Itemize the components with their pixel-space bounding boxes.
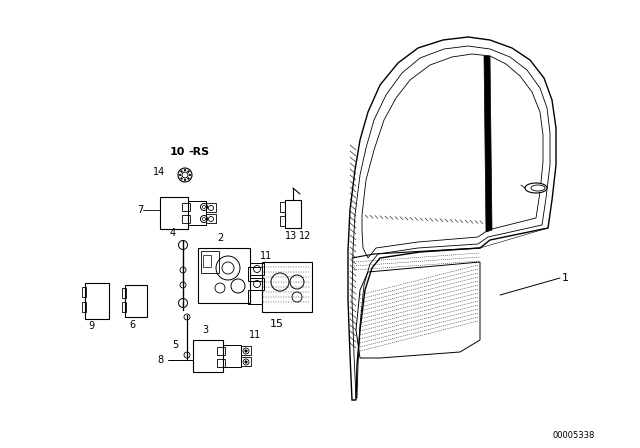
Bar <box>248 290 262 304</box>
Bar <box>217 359 225 367</box>
Bar <box>82 287 86 297</box>
Bar <box>160 197 188 229</box>
Bar <box>122 302 126 312</box>
Bar <box>203 255 211 267</box>
Text: 00005338: 00005338 <box>552 431 595 439</box>
Bar <box>206 203 216 212</box>
Bar <box>241 346 251 355</box>
Bar <box>122 288 126 298</box>
Text: 3: 3 <box>202 325 208 335</box>
Bar <box>182 203 190 211</box>
Circle shape <box>184 169 186 171</box>
Text: 2: 2 <box>217 233 223 243</box>
Text: 10: 10 <box>170 147 185 157</box>
Bar <box>250 278 264 290</box>
Text: 11: 11 <box>260 251 272 261</box>
Text: 8: 8 <box>157 355 163 365</box>
Bar <box>125 285 147 317</box>
Circle shape <box>180 171 182 172</box>
Text: 6: 6 <box>129 320 135 330</box>
Text: 9: 9 <box>88 321 94 331</box>
Text: 14: 14 <box>153 167 165 177</box>
Polygon shape <box>484 56 492 232</box>
Circle shape <box>189 174 191 176</box>
Text: 15: 15 <box>270 319 284 329</box>
Circle shape <box>180 178 182 179</box>
Bar <box>85 283 109 319</box>
Ellipse shape <box>531 185 545 191</box>
Text: 1: 1 <box>561 273 568 283</box>
Text: 7: 7 <box>137 205 143 215</box>
Bar <box>206 214 216 223</box>
Text: 4: 4 <box>170 228 176 238</box>
Bar <box>217 347 225 355</box>
Text: -RS: -RS <box>188 147 209 157</box>
Circle shape <box>188 178 189 179</box>
Bar <box>250 263 264 275</box>
Text: 11: 11 <box>249 330 261 340</box>
Bar <box>280 216 285 226</box>
Bar <box>182 215 190 223</box>
Text: 13: 13 <box>285 231 297 241</box>
Bar <box>280 202 285 212</box>
Text: 12: 12 <box>299 231 312 241</box>
Bar <box>82 302 86 312</box>
Text: 5: 5 <box>172 340 178 350</box>
Bar <box>193 340 223 372</box>
Circle shape <box>184 179 186 181</box>
Bar <box>188 201 206 225</box>
Bar <box>201 251 219 273</box>
Bar <box>198 248 250 303</box>
Bar <box>223 345 241 367</box>
Bar <box>248 267 262 281</box>
Circle shape <box>245 350 247 352</box>
Bar <box>262 262 312 312</box>
Circle shape <box>245 361 247 363</box>
Bar <box>241 357 251 366</box>
Ellipse shape <box>525 183 547 193</box>
Circle shape <box>179 174 181 176</box>
Bar <box>285 200 301 228</box>
Circle shape <box>188 171 189 172</box>
